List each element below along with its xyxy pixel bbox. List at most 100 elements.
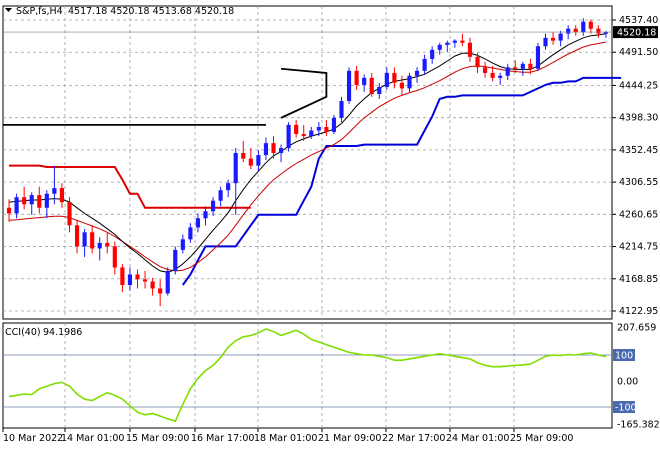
time-tick-label: 14 Mar 01:00 [61,433,124,444]
candle-body [173,249,178,271]
candle-body [278,148,284,153]
candle-body [195,218,201,228]
candle-body [203,211,208,219]
candle-body [588,21,593,29]
candle-body [294,124,299,135]
ohlc-readout: 4517.18 4520.18 4513.68 4520.18 [68,6,234,17]
candle-body [158,288,163,294]
candle-body [67,202,72,226]
candle-body [165,270,170,294]
price-tick-label: 4398.30 [619,113,658,124]
candle-body [316,127,321,131]
last-price-label: 4520.18 [617,28,656,39]
cci-tick-label: 100 [615,350,633,361]
candle-body [324,127,329,132]
candle-body [520,63,525,69]
candle-body [105,242,110,247]
candle-body [392,72,397,83]
candle-body [603,32,609,34]
candle-body [52,188,57,194]
candle-body [362,77,367,85]
candle-body [430,49,435,59]
candle-body [422,58,427,71]
candle-body [286,124,291,149]
candle-body [445,42,450,45]
candle-body [581,21,586,33]
candle-body [120,267,125,285]
candle-body [384,72,389,87]
cci-tick-label: -165.3823 [617,420,660,431]
stop-up-line [181,76,622,286]
candle-body [558,33,563,41]
candle-body [150,281,155,289]
candle-body [369,77,374,95]
cci-tick-label: 0.00 [617,376,638,387]
candle-body [6,207,12,214]
cci-tick-label: 207.659 [617,323,656,334]
candle-body [475,56,480,68]
candle-body [301,134,306,137]
candle-body [22,197,27,205]
candle-body [566,28,571,34]
candle-body [596,28,601,34]
candle-body [339,101,344,118]
time-tick-label: 16 Mar 17:00 [191,433,254,444]
price-tick-label: 4306.55 [619,177,658,188]
candle-body [14,197,19,214]
candle-body [44,193,49,208]
candle-body [127,274,133,285]
candle-body [498,75,503,78]
last-price-marker [613,26,658,39]
candle-body [535,46,541,69]
candle-body [513,67,518,69]
candle-body [490,72,495,78]
candle-body [331,117,337,132]
time-tick-label: 18 Mar 01:00 [254,433,317,444]
candle-body [263,143,269,156]
candle-body [543,37,548,47]
price-tick-label: 4491.50 [619,47,658,58]
collapse-arrow-icon[interactable] [5,8,12,12]
candle-body [82,232,87,247]
time-tick-label: 24 Mar 01:00 [446,433,509,444]
cci-level-marker [613,348,635,361]
cci-pane [2,322,613,429]
candle-body [377,86,382,95]
candle-body [460,40,465,43]
candle-body [97,242,102,249]
candle-body [573,28,578,33]
time-tick-label: 10 Mar 2022 [3,433,63,444]
candle-body [226,183,231,191]
candle-body [256,155,261,166]
price-pane [2,5,613,320]
candle-body [142,279,148,282]
price-tick-label: 4352.45 [619,145,658,156]
time-tick-label: 15 Mar 09:00 [126,433,189,444]
cci-level-marker [613,400,635,413]
candle-body [188,227,193,240]
cci-label: CCI(40) [5,327,41,338]
candle-body [29,195,34,205]
candle-body [346,70,352,102]
price-tick-label: 4537.40 [619,15,658,26]
cci-tick-label: -100 [615,402,637,413]
candle-body [180,239,185,250]
candle-body [399,82,405,89]
candle-body [309,130,314,137]
candle-body [550,37,556,41]
candle-body [467,42,473,57]
price-tick-label: 4168.85 [619,274,658,285]
price-tick-label: 4214.75 [619,242,658,253]
candle-body [90,232,95,249]
candle-body [74,225,80,247]
symbol-label: S&P,fs,H4 [16,6,63,17]
candle-body [354,70,359,85]
price-tick-label: 4444.25 [619,80,658,91]
stop-down-line [9,164,251,209]
candle-body [59,188,65,203]
candle-body [505,67,510,76]
triangle-pattern [280,67,328,119]
candle-body [528,63,533,69]
candle-body [210,200,216,212]
